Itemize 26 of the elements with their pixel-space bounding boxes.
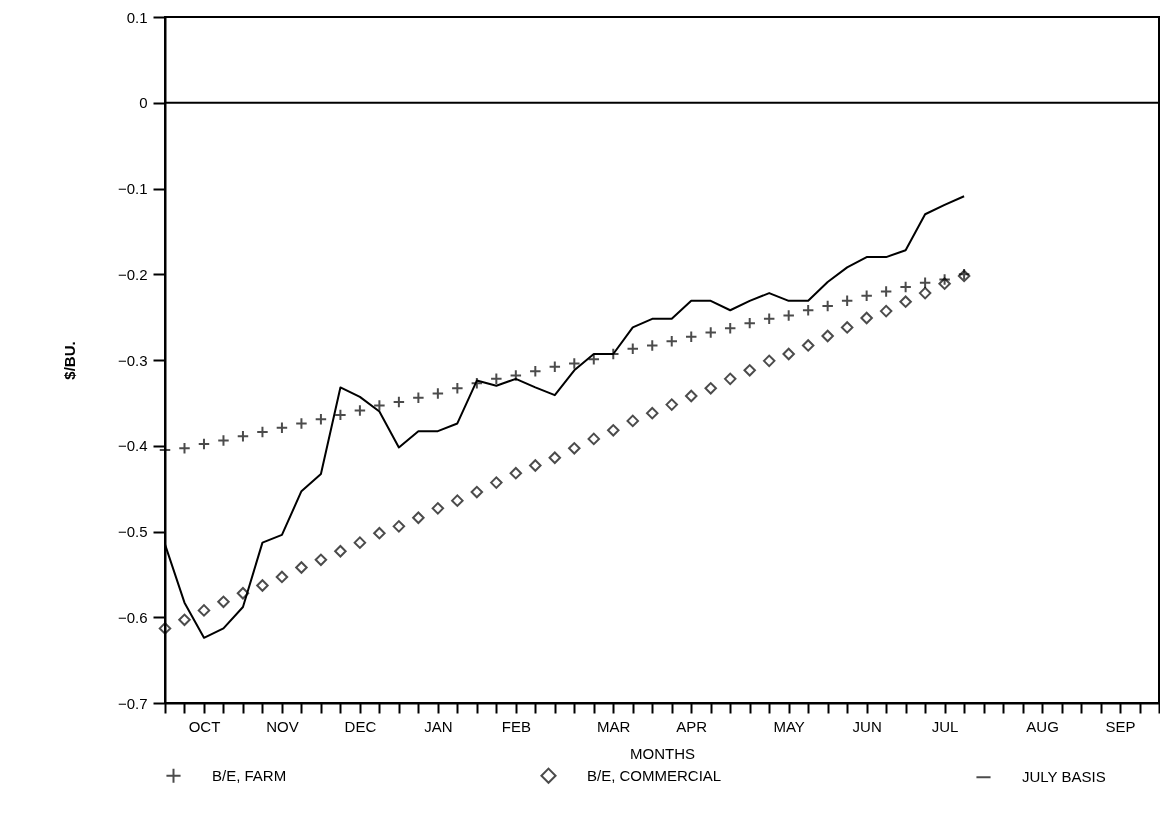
y-axis-title: $/BU. bbox=[60, 341, 78, 380]
y-tick-label: 0 bbox=[139, 94, 148, 112]
legend-label: JULY BASIS bbox=[1022, 768, 1106, 786]
x-axis-title: MONTHS bbox=[630, 744, 695, 762]
y-tick-label: −0.7 bbox=[117, 694, 148, 712]
legend-label: B/E, COMMERCIAL bbox=[587, 766, 722, 784]
y-tick-label: 0.1 bbox=[126, 8, 148, 26]
x-tick-label: SEP bbox=[1105, 717, 1136, 735]
x-tick-label: MAY bbox=[773, 717, 805, 735]
x-tick-label: AUG bbox=[1026, 717, 1059, 735]
y-tick-label: −0.5 bbox=[117, 523, 148, 540]
x-tick-label: NOV bbox=[266, 717, 299, 735]
y-tick-label: −0.6 bbox=[117, 608, 148, 626]
y-tick-label: −0.3 bbox=[117, 351, 148, 369]
legend-label: B/E, FARM bbox=[212, 766, 287, 784]
y-tick-label: −0.2 bbox=[117, 265, 148, 283]
x-tick-label: JUN bbox=[852, 717, 882, 735]
x-tick-label: JAN bbox=[424, 717, 453, 735]
x-tick-label: OCT bbox=[188, 717, 221, 735]
x-tick-label: MAR bbox=[597, 717, 631, 735]
x-tick-label: FEB bbox=[501, 717, 531, 735]
x-tick-label: JUL bbox=[931, 717, 959, 735]
x-tick-label: APR bbox=[676, 717, 708, 735]
y-tick-label: −0.4 bbox=[117, 437, 148, 455]
x-tick-label: DEC bbox=[344, 717, 377, 735]
y-tick-label: −0.1 bbox=[117, 180, 148, 197]
